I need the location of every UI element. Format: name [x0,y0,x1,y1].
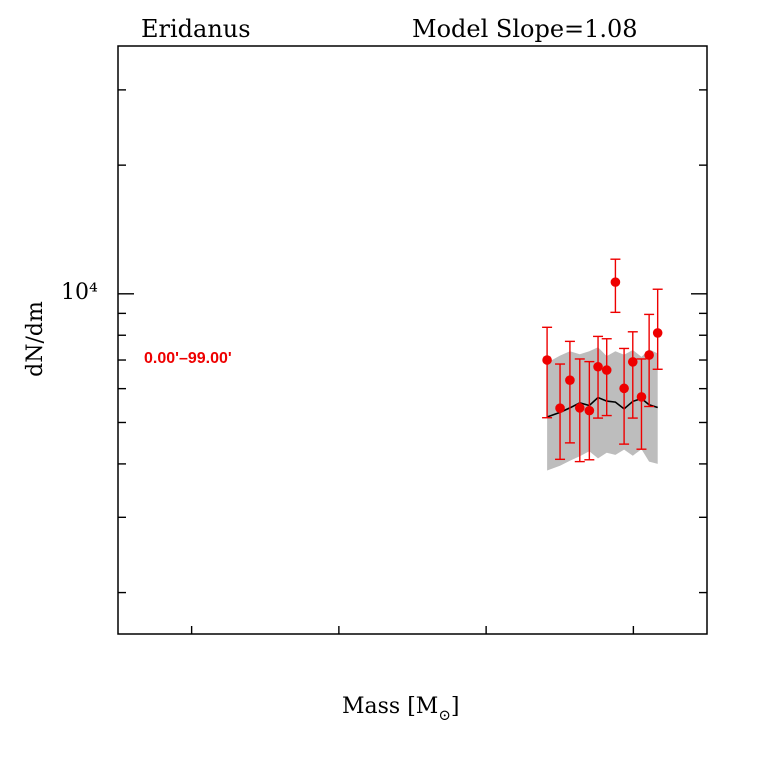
title-left: Eridanus [141,15,251,43]
model-band [547,347,658,471]
data-point [644,350,654,360]
radius-annotation: 0.00'–99.00' [144,350,232,367]
data-point [593,361,603,372]
data-point [555,403,565,413]
data-point [565,375,575,385]
x-axis-label-bracket: ] [451,694,460,719]
y-tick-label: 10⁴ [61,280,98,305]
sun-symbol-icon: ⊙ [438,706,451,724]
data-point [619,383,629,394]
x-axis-label: Mass [M⊙] [342,694,460,724]
points-layer [542,277,663,416]
title-right: Model Slope=1.08 [412,15,638,43]
errorbar-layer [542,258,663,463]
data-point [627,357,638,367]
data-point [584,405,595,416]
axis-ticks [118,89,707,634]
data-point [601,365,612,375]
data-point [574,403,585,413]
data-point [542,355,552,365]
x-axis-label-text: Mass [M [342,694,438,719]
data-point [652,328,663,338]
data-point [610,277,621,287]
y-axis-label: dN/dm [23,301,48,377]
model-band-layer [547,347,658,471]
plot-frame [117,45,708,635]
data-point [636,392,647,402]
